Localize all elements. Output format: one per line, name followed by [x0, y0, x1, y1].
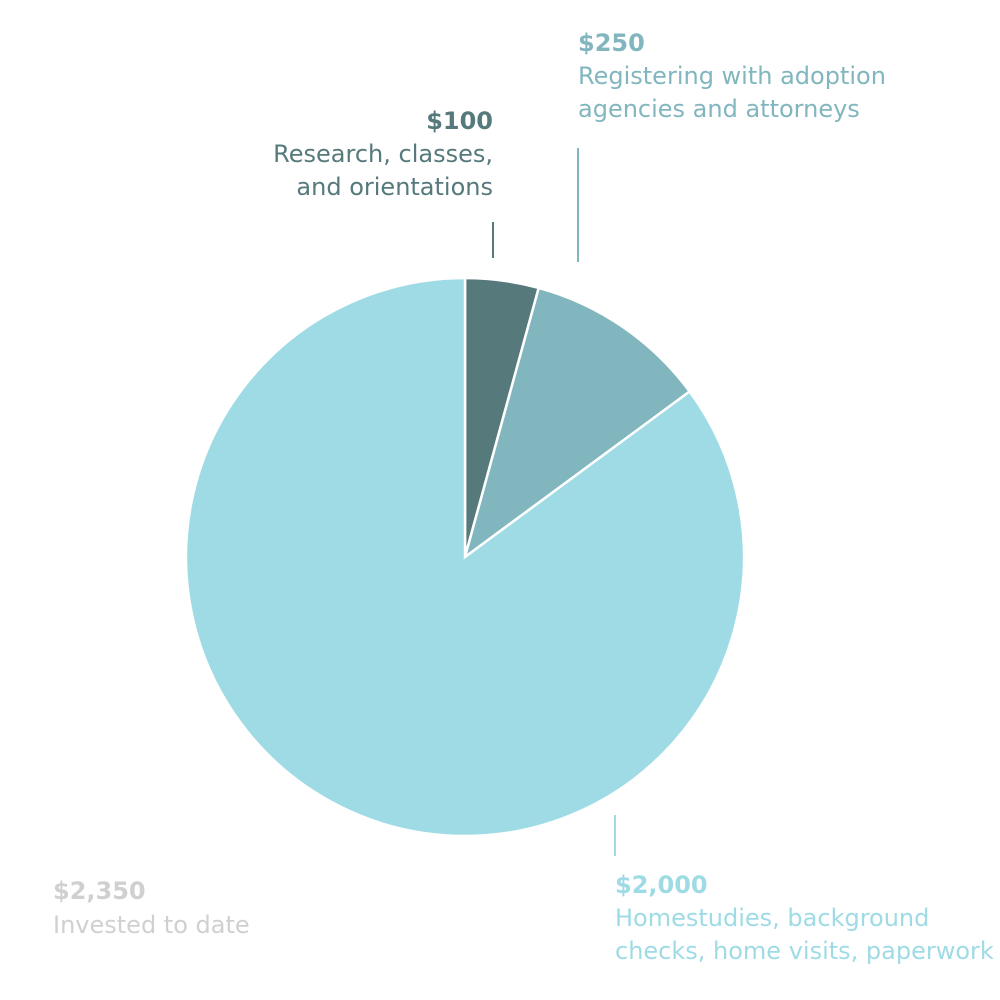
value-label: $100 [426, 107, 493, 135]
total-caption: Invested to date [53, 911, 250, 939]
category-label: Research, classes, [273, 140, 493, 168]
total-label: $2,350 [53, 877, 146, 905]
category-label: Registering with adoption [578, 62, 886, 90]
category-label: and orientations [296, 173, 493, 201]
value-label: $250 [578, 29, 645, 57]
pie-slice [184, 276, 746, 838]
pie-slice [462, 286, 692, 561]
category-label: checks, home visits, paperwork [615, 937, 994, 965]
category-label: agencies and attorneys [578, 95, 860, 123]
category-label: Homestudies, background [615, 904, 929, 932]
value-label: $2,000 [615, 871, 708, 899]
